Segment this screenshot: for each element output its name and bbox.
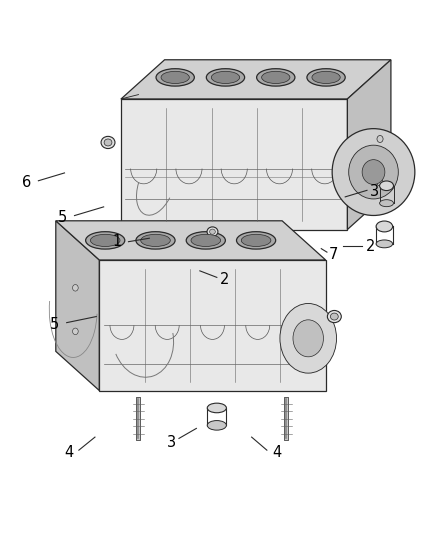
- Ellipse shape: [206, 69, 245, 86]
- Ellipse shape: [362, 160, 385, 184]
- Ellipse shape: [349, 145, 398, 199]
- Text: 2: 2: [366, 239, 375, 254]
- Text: 3: 3: [166, 435, 176, 450]
- Text: 1: 1: [112, 234, 121, 249]
- Ellipse shape: [186, 232, 226, 249]
- Text: 6: 6: [22, 175, 31, 190]
- Ellipse shape: [377, 135, 383, 142]
- Ellipse shape: [207, 421, 226, 430]
- Ellipse shape: [207, 227, 218, 237]
- Polygon shape: [121, 99, 347, 230]
- Ellipse shape: [210, 229, 215, 235]
- Ellipse shape: [85, 232, 125, 249]
- Ellipse shape: [104, 139, 112, 146]
- Polygon shape: [56, 221, 99, 391]
- Ellipse shape: [377, 179, 383, 186]
- Text: 4: 4: [64, 445, 74, 461]
- Ellipse shape: [312, 71, 340, 84]
- Ellipse shape: [141, 235, 170, 246]
- Ellipse shape: [261, 71, 290, 84]
- Ellipse shape: [380, 181, 393, 191]
- Ellipse shape: [73, 328, 78, 335]
- Ellipse shape: [327, 310, 341, 322]
- Polygon shape: [99, 260, 325, 391]
- Ellipse shape: [257, 69, 295, 86]
- Ellipse shape: [332, 128, 415, 215]
- Ellipse shape: [73, 285, 78, 291]
- Ellipse shape: [212, 71, 240, 84]
- Polygon shape: [121, 60, 391, 99]
- Ellipse shape: [191, 235, 221, 246]
- Ellipse shape: [241, 235, 271, 246]
- Ellipse shape: [161, 71, 189, 84]
- Ellipse shape: [307, 69, 345, 86]
- Ellipse shape: [280, 303, 336, 373]
- Text: 2: 2: [219, 272, 229, 287]
- Ellipse shape: [207, 403, 226, 413]
- Text: 7: 7: [328, 247, 338, 262]
- Ellipse shape: [330, 313, 338, 320]
- Text: 5: 5: [58, 210, 67, 225]
- Ellipse shape: [293, 320, 323, 357]
- Ellipse shape: [376, 221, 392, 232]
- Ellipse shape: [376, 240, 392, 248]
- Polygon shape: [347, 60, 391, 230]
- Text: 3: 3: [370, 184, 379, 199]
- Ellipse shape: [136, 232, 175, 249]
- Ellipse shape: [156, 69, 194, 86]
- Ellipse shape: [101, 136, 115, 149]
- Polygon shape: [56, 221, 325, 260]
- Text: 5: 5: [50, 317, 59, 332]
- Ellipse shape: [90, 235, 120, 246]
- Ellipse shape: [380, 200, 393, 207]
- Ellipse shape: [237, 232, 276, 249]
- Text: 4: 4: [272, 445, 281, 461]
